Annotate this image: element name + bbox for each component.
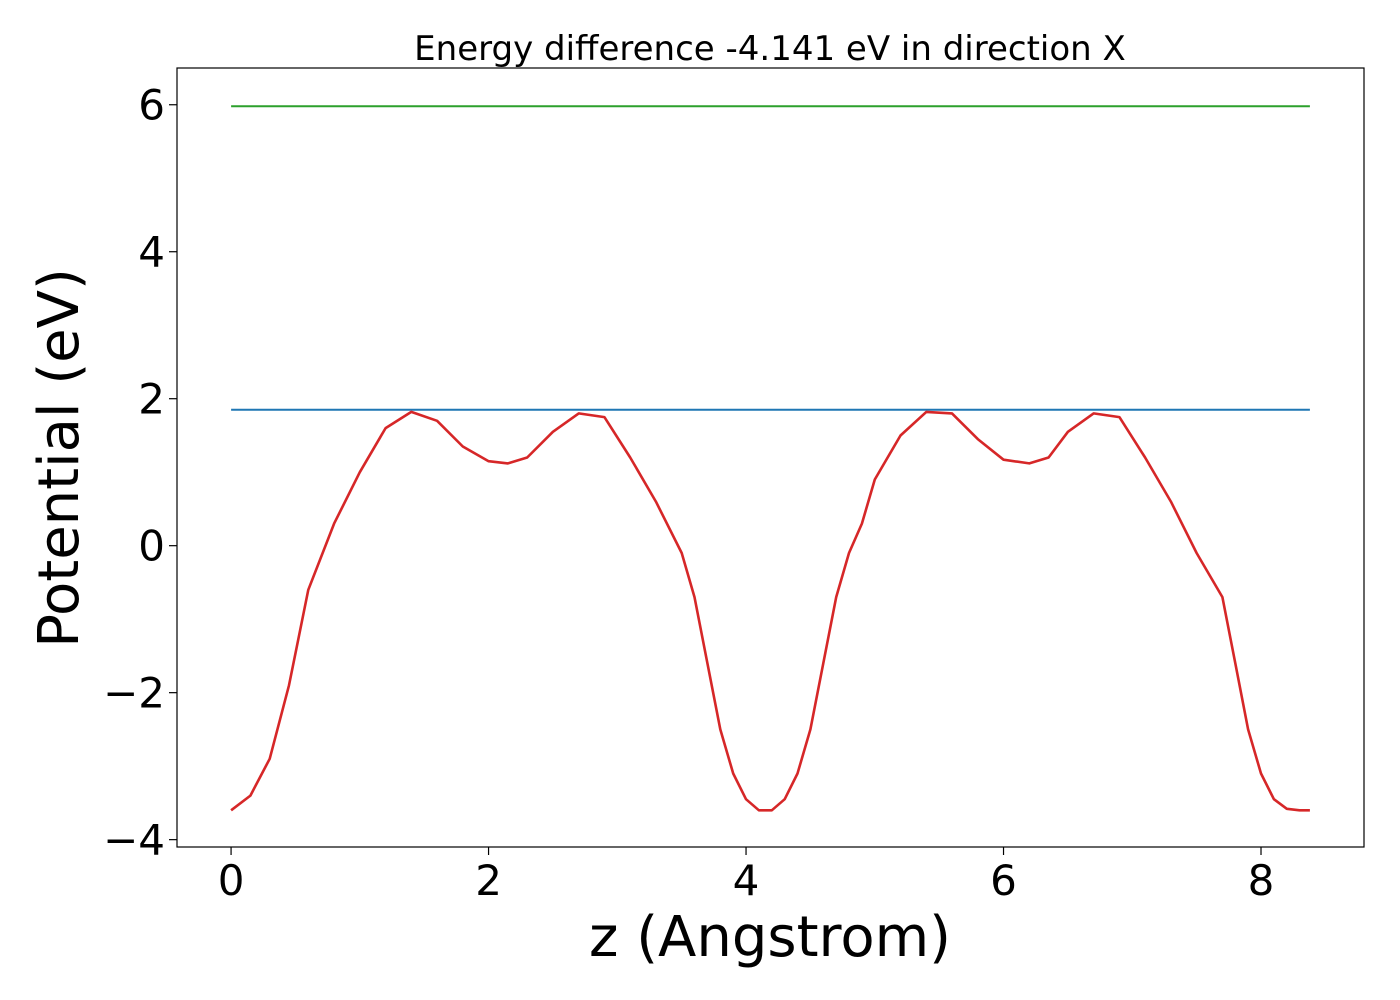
x-tick-label: 8 (1248, 856, 1275, 905)
chart-title: Energy difference -4.141 eV in direction… (414, 29, 1126, 69)
x-tick-label: 4 (733, 856, 760, 905)
x-tick-label: 2 (475, 856, 502, 905)
x-axis-ticks: 0 2 4 6 8 (218, 847, 1275, 905)
series-line-2 (230, 410, 1310, 812)
x-axis-label: z (Angstrom) (589, 905, 951, 970)
y-axis-ticks: −4 −2 0 2 4 6 (103, 81, 177, 865)
y-tick-label: 0 (138, 522, 165, 571)
y-tick-label: −2 (103, 669, 165, 718)
plot-frame (176, 67, 1365, 848)
series-layer (230, 105, 1310, 812)
x-tick-label: 0 (218, 856, 245, 905)
x-tick-label: 6 (990, 856, 1017, 905)
y-tick-label: −4 (103, 816, 165, 865)
y-tick-label: 6 (138, 81, 165, 130)
y-axis-label: Potential (eV) (27, 268, 92, 648)
y-tick-label: 2 (138, 375, 165, 424)
y-tick-label: 4 (138, 228, 165, 277)
